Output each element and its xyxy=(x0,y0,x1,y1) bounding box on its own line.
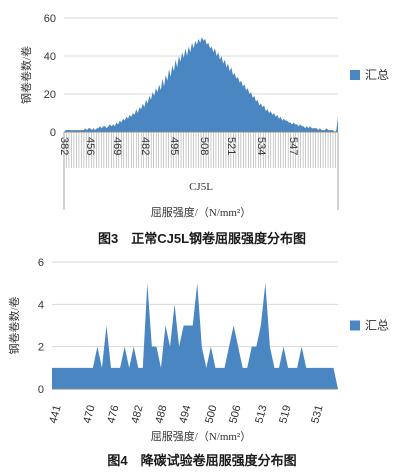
y-tick-label: 2 xyxy=(38,342,44,354)
y-tick-label: 20 xyxy=(44,89,56,101)
legend-label: 汇总 xyxy=(365,68,389,82)
y-tick-label: 6 xyxy=(38,257,44,269)
x-tick-label: 488 xyxy=(153,404,169,425)
y-tick-label: 4 xyxy=(38,299,44,311)
x-tick-label: 470 xyxy=(81,404,97,425)
area-series-汇总 xyxy=(64,37,338,132)
x-tick-label: 476 xyxy=(105,404,121,425)
x-tick-label: 456 xyxy=(84,137,96,155)
y-axis-title: 钢卷卷数/卷 xyxy=(19,46,33,104)
area-series-汇总 xyxy=(52,283,338,389)
category-label: CJ5L xyxy=(189,181,213,193)
x-tick-label: 521 xyxy=(225,137,237,155)
figure-caption-cj5l: 图3 正常CJ5L钢卷屈服强度分布图 xyxy=(97,231,307,246)
x-tick-label: 508 xyxy=(198,137,210,155)
x-tick-label: 494 xyxy=(177,404,193,425)
y-tick-label: 40 xyxy=(44,51,56,63)
x-tick-label: 382 xyxy=(58,137,70,155)
x-axis-title: 屈服强度/（N/mm²） xyxy=(151,429,251,443)
x-tick-label: 506 xyxy=(227,404,243,425)
legend-swatch xyxy=(350,70,360,80)
chart-canvas-decarb: 0 2 4 6 钢卷卷数/卷 汇总 441 470 476 482 488 494 500 506 513 5… xyxy=(7,257,389,443)
x-tick-label: 469 xyxy=(111,137,123,155)
y-tick-label: 60 xyxy=(44,13,56,25)
chart-canvas-cj5l: 0 20 40 60 钢卷卷数/卷 汇总 382 456 469 482 495 508 521 534 5… xyxy=(19,13,389,219)
yield-strength-chart-cj5l: 0 20 40 60 钢卷卷数/卷 汇总 382 456 469 482 495 508 521 534 5… xyxy=(19,13,389,246)
y-axis-title: 钢卷卷数/卷 xyxy=(7,296,21,354)
y-tick-label: 0 xyxy=(50,127,56,139)
x-tick-label: 519 xyxy=(277,404,293,425)
legend-swatch xyxy=(350,320,360,331)
x-tick-label: 482 xyxy=(139,137,151,155)
x-tick-label: 547 xyxy=(287,137,299,155)
x-tick-label: 482 xyxy=(129,404,145,425)
x-tick-label: 513 xyxy=(253,404,269,425)
yield-strength-chart-decarb: 0 2 4 6 钢卷卷数/卷 汇总 441 470 476 482 488 494 500 506 513 5… xyxy=(0,252,404,472)
x-axis-title: 屈服强度/（N/mm²） xyxy=(151,205,251,219)
x-tick-label: 441 xyxy=(47,404,63,425)
y-tick-label: 0 xyxy=(38,384,44,396)
legend-label: 汇总 xyxy=(365,319,389,333)
x-tick-label: 534 xyxy=(255,137,267,155)
x-tick-label: 531 xyxy=(309,404,325,425)
x-tick-label: 500 xyxy=(203,404,219,425)
x-tick-label: 495 xyxy=(168,137,180,155)
figure-caption-decarb: 图4 降碳试验卷屈服强度分布图 xyxy=(107,453,297,468)
